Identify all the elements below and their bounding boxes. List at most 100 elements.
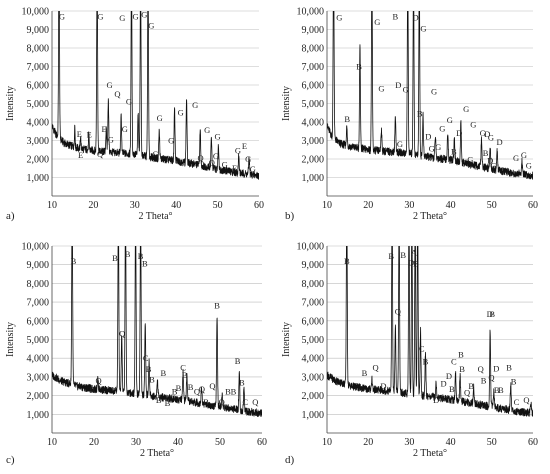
peak-phase-label: B bbox=[214, 301, 220, 311]
peak-phase-label: D bbox=[487, 156, 493, 166]
peak-phase-label: G bbox=[245, 154, 251, 164]
peak-phase-label: G bbox=[439, 123, 445, 133]
y-axis-title: Intensity bbox=[281, 322, 292, 357]
peak-phase-label: G bbox=[447, 115, 453, 125]
x-tick-label: 40 bbox=[446, 200, 456, 211]
peak-phase-label: G bbox=[420, 23, 426, 33]
peak-phase-label: D bbox=[433, 395, 439, 405]
y-axis-title: Intensity bbox=[281, 86, 292, 121]
x-tick-label: 40 bbox=[171, 200, 181, 211]
peak-phase-label: B bbox=[344, 256, 350, 266]
peak-phase-label: G bbox=[222, 159, 228, 169]
peak-phase-label: B bbox=[498, 385, 504, 395]
peak-phase-label: B bbox=[468, 381, 474, 391]
x-tick-label: 50 bbox=[213, 200, 223, 211]
x-tick-label: 10 bbox=[322, 437, 332, 448]
diffraction-trace bbox=[327, 246, 533, 417]
peak-phase-label: B bbox=[239, 377, 245, 387]
y-tick-label: 4,000 bbox=[302, 118, 325, 129]
peak-phase-label: B bbox=[89, 385, 95, 395]
peak-phase-label: G bbox=[521, 150, 527, 160]
y-tick-label: 6,000 bbox=[27, 316, 50, 327]
peak-phase-label: B bbox=[225, 387, 231, 397]
x-tick-label: 30 bbox=[404, 200, 414, 211]
peak-phase-label: B bbox=[112, 253, 118, 263]
x-axis-title: 2 Theta° bbox=[138, 211, 172, 222]
peak-phase-label: G bbox=[470, 120, 476, 130]
y-tick-label: 3,000 bbox=[27, 136, 50, 147]
peak-phase-label: D bbox=[456, 128, 462, 138]
peak-phase-label: E bbox=[87, 130, 92, 140]
peak-phase-label: B bbox=[176, 383, 182, 393]
peak-phase-label: B bbox=[165, 398, 171, 408]
peak-phase-label: G bbox=[133, 11, 139, 21]
peak-phase-label: G bbox=[204, 125, 210, 135]
y-tick-label: 6,000 bbox=[302, 81, 325, 92]
x-axis-title: 2 Theta° bbox=[413, 448, 447, 459]
y-tick-label: 7,000 bbox=[302, 298, 325, 309]
y-tick-label: 5,000 bbox=[302, 99, 325, 110]
peak-phase-label: D bbox=[408, 258, 414, 268]
peak-phase-label: B bbox=[188, 382, 194, 392]
peak-phase-label: G bbox=[467, 155, 473, 165]
y-tick-label: 2,000 bbox=[27, 155, 50, 166]
x-axis-title: 2 Theta° bbox=[140, 448, 174, 459]
peak-phase-label: B bbox=[511, 376, 517, 386]
peak-phase-label: G bbox=[122, 124, 128, 134]
peak-phase-label: E bbox=[78, 150, 83, 160]
y-tick-label: 6,000 bbox=[27, 81, 50, 92]
peak-phase-label: Q bbox=[119, 329, 125, 339]
peak-phase-label: B bbox=[506, 362, 512, 372]
peak-phase-label: B bbox=[203, 397, 209, 407]
panel-label: d) bbox=[285, 454, 295, 466]
peak-phase-label: Q bbox=[219, 397, 225, 407]
peak-phase-label: C bbox=[514, 397, 520, 407]
peak-phase-label: G bbox=[235, 145, 241, 155]
peak-phase-label: Q bbox=[97, 149, 103, 159]
peak-phase-label: B bbox=[451, 146, 457, 156]
peak-phase-label: G bbox=[106, 80, 112, 90]
y-tick-label: 7,000 bbox=[27, 62, 50, 73]
y-tick-label: 4,000 bbox=[302, 354, 325, 365]
peak-phase-label: B bbox=[71, 256, 77, 266]
peak-phase-label: B bbox=[156, 395, 162, 405]
x-tick-label: 40 bbox=[446, 437, 456, 448]
y-tick-label: 8,000 bbox=[302, 44, 325, 55]
peak-phase-label: B bbox=[423, 357, 429, 367]
peak-phase-label: G bbox=[108, 134, 114, 144]
peak-phase-label: C bbox=[242, 397, 248, 407]
peak-phase-label: G bbox=[157, 113, 163, 123]
diffraction-trace bbox=[52, 11, 259, 180]
y-tick-label: 10,000 bbox=[22, 242, 50, 253]
peak-phase-label: Q bbox=[373, 362, 379, 372]
peak-phase-label: B bbox=[160, 368, 166, 378]
y-tick-label: 2,000 bbox=[302, 155, 325, 166]
x-tick-label: 20 bbox=[363, 437, 373, 448]
y-tick-label: 9,000 bbox=[302, 25, 325, 36]
y-tick-label: 7,000 bbox=[27, 298, 50, 309]
peak-phase-label: D bbox=[446, 371, 452, 381]
x-tick-label: 20 bbox=[88, 200, 98, 211]
peak-phase-label: G bbox=[119, 13, 125, 23]
peak-phase-label: G bbox=[168, 135, 174, 145]
peak-phase-label: G bbox=[126, 96, 132, 106]
x-tick-label: 60 bbox=[257, 437, 267, 448]
peak-phase-label: B bbox=[494, 385, 500, 395]
peak-phase-label: C bbox=[180, 362, 186, 372]
peak-phase-label: G bbox=[374, 17, 380, 27]
peak-phase-label: G bbox=[397, 139, 403, 149]
peak-phase-label: G bbox=[192, 100, 198, 110]
peak-phase-label: G bbox=[429, 144, 435, 154]
peak-phase-label: C bbox=[419, 344, 425, 354]
peak-phase-label: G bbox=[526, 160, 532, 170]
peak-phase-label: Q bbox=[209, 157, 215, 167]
peak-phase-label: C bbox=[143, 353, 149, 363]
peak-phase-label: G bbox=[435, 142, 441, 152]
peak-phase-label: G bbox=[336, 12, 342, 22]
peak-phase-label: G bbox=[488, 133, 494, 143]
y-tick-label: 6,000 bbox=[302, 316, 325, 327]
peak-phase-label: G bbox=[148, 21, 154, 31]
peak-phase-label: D bbox=[395, 80, 401, 90]
